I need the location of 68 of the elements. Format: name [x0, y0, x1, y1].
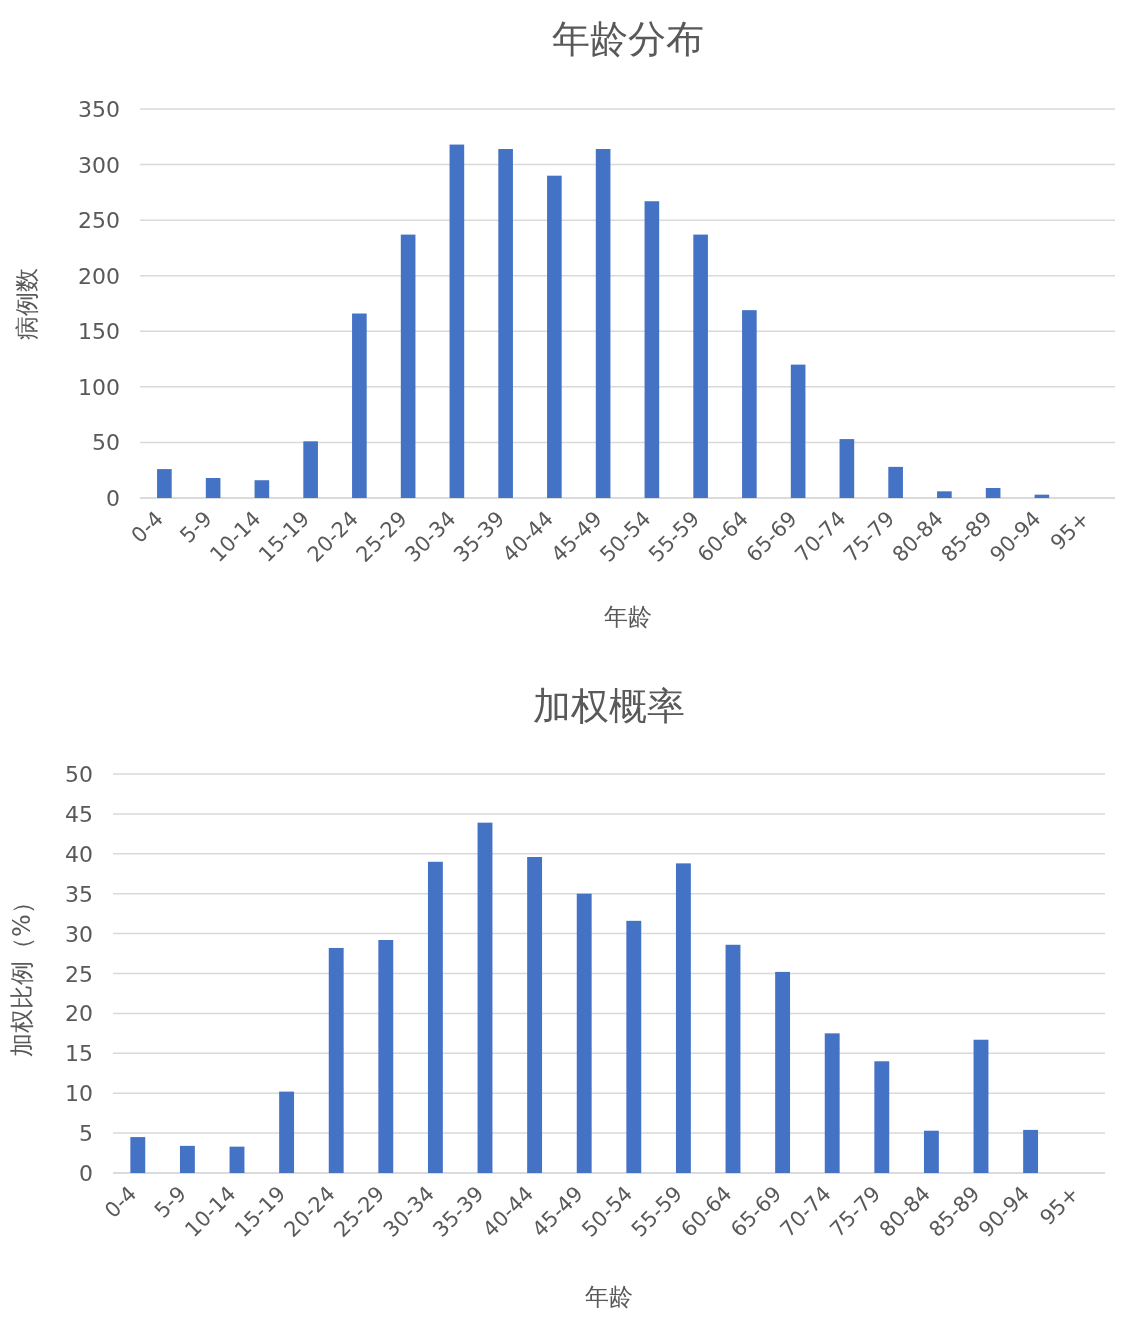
x-axis-title: 年龄	[603, 603, 652, 631]
y-tick-label: 30	[65, 921, 93, 947]
y-tick-label: 10	[65, 1081, 93, 1107]
bar	[157, 469, 172, 498]
y-tick-label: 35	[65, 881, 93, 907]
y-tick-label: 100	[78, 374, 120, 400]
bar	[595, 149, 611, 498]
bar	[973, 1039, 989, 1173]
y-tick-label: 45	[65, 801, 93, 827]
bar	[205, 477, 221, 498]
x-tick-label: 5-9	[149, 1181, 191, 1223]
y-tick-label: 20	[65, 1001, 93, 1027]
y-tick-label: 0	[106, 486, 120, 511]
bar	[626, 920, 642, 1173]
y-tick-label: 300	[78, 152, 120, 178]
bar	[937, 491, 952, 498]
bar	[400, 234, 416, 498]
x-tick-label: 95+	[1045, 506, 1095, 555]
bar	[693, 234, 708, 498]
bar	[427, 861, 443, 1173]
y-tick-label: 5	[79, 1121, 93, 1147]
bar	[775, 971, 791, 1173]
bar	[644, 201, 660, 498]
x-tick-label: 95+	[1035, 1181, 1084, 1230]
bar	[985, 488, 1001, 498]
bar	[725, 944, 741, 1173]
y-axis-title: 病例数	[13, 267, 41, 340]
y-tick-label: 50	[92, 430, 120, 456]
bar	[303, 441, 318, 498]
bar	[328, 947, 344, 1173]
x-axis-title: 年龄	[585, 1283, 633, 1311]
bar	[839, 439, 855, 498]
bar	[527, 856, 543, 1173]
chart-title: 年龄分布	[551, 17, 704, 61]
bar	[179, 1145, 195, 1173]
y-tick-label: 40	[65, 841, 93, 867]
y-tick-label: 0	[79, 1161, 93, 1186]
x-tick-label: 0-4	[100, 1181, 142, 1223]
bar	[790, 364, 806, 498]
y-axis-title: 加权比例（%）	[8, 890, 36, 1057]
chart-title: 加权概率	[533, 684, 685, 728]
bar	[576, 893, 592, 1173]
bar	[888, 466, 903, 498]
y-tick-label: 50	[65, 762, 93, 787]
bar	[378, 939, 394, 1173]
bar	[279, 1091, 295, 1173]
y-tick-label: 150	[78, 319, 120, 345]
bar	[352, 313, 367, 498]
bar	[130, 1137, 146, 1173]
bar	[675, 863, 691, 1173]
bar	[477, 822, 493, 1173]
y-tick-label: 350	[78, 97, 120, 122]
bar	[923, 1130, 939, 1173]
y-tick-label: 15	[65, 1041, 93, 1067]
bar	[449, 144, 465, 498]
y-tick-label: 250	[78, 208, 120, 234]
bar	[547, 175, 562, 498]
x-tick-label: 0-4	[126, 506, 168, 548]
bar	[229, 1146, 245, 1173]
bar	[874, 1061, 890, 1173]
bar	[254, 480, 270, 498]
bar	[1023, 1129, 1039, 1173]
bar	[498, 149, 513, 498]
y-tick-label: 200	[78, 263, 120, 289]
bar	[742, 310, 757, 498]
bar	[824, 1033, 840, 1173]
x-tick-label: 5-9	[175, 506, 217, 548]
y-tick-label: 25	[65, 961, 93, 987]
